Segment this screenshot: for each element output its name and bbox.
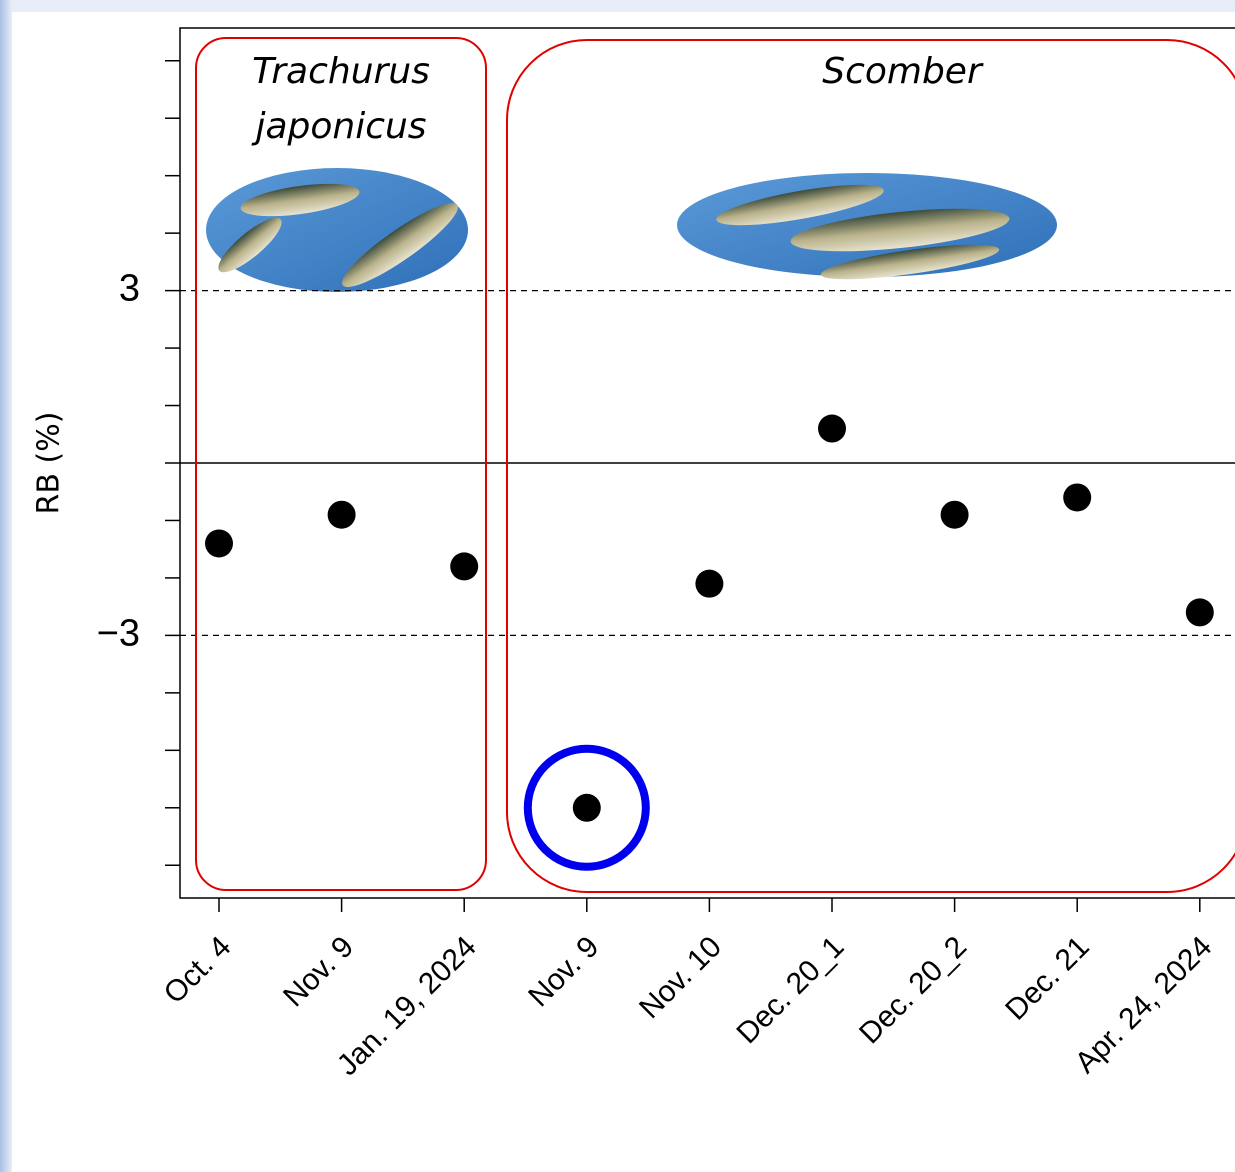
group-label: japonicus [250,106,426,147]
data-point [818,415,846,443]
data-point [328,501,356,529]
data-point [941,501,969,529]
data-point [573,794,601,822]
background-edge [0,0,12,1172]
data-point [1186,598,1214,626]
group-label: Scomber [822,51,984,92]
data-point [695,570,723,598]
chart: RB (%) −33TrachurusjaponicusScomberOct. … [0,0,1235,1172]
y-axis-label: RB (%) [32,412,67,515]
data-point [450,552,478,580]
y-tick-label: −3 [97,612,140,654]
y-tick-label: 3 [119,268,140,310]
data-point [1063,483,1091,511]
group-label: Trachurus [252,51,430,92]
data-point [205,529,233,557]
